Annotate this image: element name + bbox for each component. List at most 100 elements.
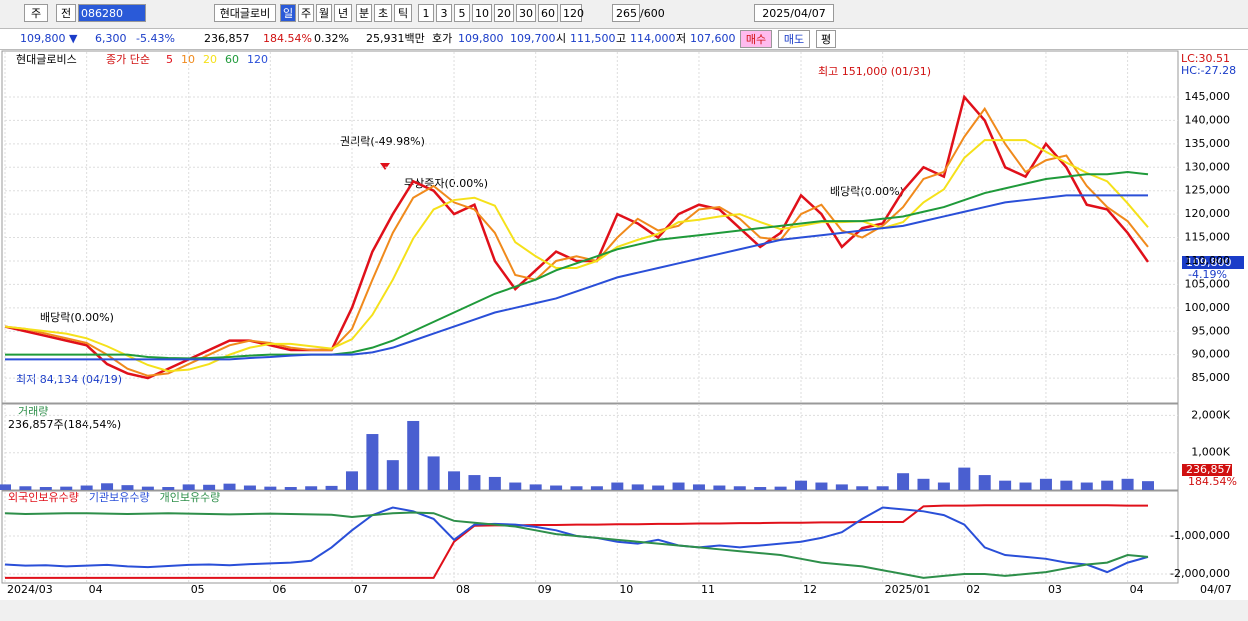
volume-bar — [448, 471, 461, 490]
date[interactable]: 2025/04/07 — [754, 4, 834, 22]
low-label: 저 — [676, 32, 687, 45]
tab[interactable]: 주 — [298, 4, 314, 22]
volume-bar — [1019, 482, 1032, 490]
y-tick-label: 1,000K — [1191, 446, 1230, 459]
annotation: 최저 84,134 (04/19) — [16, 373, 122, 386]
interval[interactable]: 20 — [494, 4, 514, 22]
tab[interactable]: 분 — [356, 4, 372, 22]
x-tick-label: 04 — [1130, 583, 1144, 596]
series-line — [4, 511, 1149, 579]
high-label: 고 — [616, 32, 627, 45]
bid: 109,700 — [510, 32, 556, 45]
volume-bar — [203, 484, 216, 490]
sell-button[interactable]: 매도 — [778, 30, 810, 48]
count[interactable]: 265 — [612, 4, 640, 22]
volume-bar — [999, 480, 1012, 490]
volume-bar — [1039, 478, 1052, 490]
scrollbar[interactable] — [0, 600, 1248, 621]
quote-bar: 109,800 ▼ 6,300 -5.43% 236,857 184.54% 0… — [0, 29, 1248, 50]
interval[interactable]: 60 — [538, 4, 558, 22]
volume-bar — [815, 482, 828, 490]
volume-bar — [692, 484, 705, 490]
price: 109,800 ▼ — [20, 32, 78, 45]
annotation: 배당락(0.00%) — [40, 311, 114, 324]
x-tick-label: 04 — [89, 583, 103, 596]
code-input[interactable]: 086280 — [78, 4, 146, 22]
x-tick-label: 02 — [966, 583, 980, 596]
legend-entry: 외국인보유수량 — [8, 491, 79, 504]
y-tick-label: 85,000 — [1192, 371, 1231, 384]
avg-button[interactable]: 평 — [816, 30, 836, 48]
volume-bar — [958, 467, 971, 490]
volume-bar — [774, 486, 787, 490]
open: 111,500 — [570, 32, 616, 45]
volume-bar — [366, 434, 379, 490]
arrow — [380, 163, 390, 170]
interval[interactable]: 5 — [454, 4, 470, 22]
ask-label: 호가 — [432, 32, 453, 45]
tab[interactable]: 년 — [334, 4, 352, 22]
y-tick-label: 90,000 — [1192, 348, 1231, 361]
annotation: 권리락(-49.98%) — [340, 135, 425, 148]
volume-bar — [1121, 478, 1134, 490]
volume-bar — [733, 486, 746, 490]
volume-bar — [672, 482, 685, 490]
y-tick-label: 125,000 — [1185, 184, 1231, 197]
x-tick-label: 2025/01 — [885, 583, 931, 596]
volume-bar — [305, 486, 318, 490]
lc: LC:30.51 — [1181, 52, 1230, 65]
y-tick-label: 145,000 — [1185, 90, 1231, 103]
volume-bar — [141, 486, 154, 490]
x-tick-label: 08 — [456, 583, 470, 596]
volume-bar — [325, 485, 338, 490]
tab[interactable]: 일 — [280, 4, 296, 22]
volume-bar — [570, 486, 583, 490]
interval[interactable]: 1 — [418, 4, 434, 22]
legend-entry: 기관보유수량 — [89, 491, 150, 504]
tab[interactable]: 월 — [316, 4, 332, 22]
panel-title: 현대글로비스 — [16, 53, 77, 66]
period[interactable]: 주 — [24, 4, 48, 22]
volume-bar — [0, 484, 11, 490]
volume-bar — [60, 486, 73, 490]
buy-button[interactable]: 매수 — [740, 30, 772, 48]
volume-bar — [121, 485, 134, 490]
series-line — [4, 94, 1150, 380]
series-line — [4, 506, 1149, 574]
x-tick-label: 03 — [1048, 583, 1062, 596]
price-tag-box — [1182, 256, 1244, 269]
volume-ratio: 184.54% — [263, 32, 312, 45]
volume-bar — [835, 484, 848, 490]
volume-bar — [529, 484, 542, 490]
volume-bar — [1060, 480, 1073, 490]
y-tick-label: 115,000 — [1185, 231, 1231, 244]
x-tick-label: 09 — [538, 583, 552, 596]
mode[interactable]: 전 — [56, 4, 76, 22]
x-tick-label: 05 — [191, 583, 205, 596]
series-line — [4, 106, 1149, 377]
stock-name[interactable]: 현대글로비 — [214, 4, 276, 22]
annotation: 배당락(0.00%) — [830, 185, 904, 198]
volume-bar — [39, 487, 52, 490]
interval[interactable]: 10 — [472, 4, 492, 22]
tab[interactable]: 초 — [374, 4, 392, 22]
legend-entry: 20 — [203, 53, 217, 66]
interval[interactable]: 3 — [436, 4, 452, 22]
interval[interactable]: 30 — [516, 4, 536, 22]
toolbar: 주 전 086280 현대글로비 일 주 월 년 분 초 틱 1 3 5 10 … — [0, 0, 1248, 29]
volume-bar — [427, 456, 440, 490]
volume-bar — [162, 487, 175, 490]
x-tick-label: 2024/03 — [7, 583, 53, 596]
amount: 25,931백만 — [366, 32, 425, 45]
volume-bar — [488, 476, 501, 490]
hc: HC:-27.28 — [1181, 64, 1236, 77]
volume-bar — [876, 486, 889, 490]
interval[interactable]: 120 — [560, 4, 584, 22]
legend-entry: 5 — [166, 53, 173, 66]
change: 6,300 — [95, 32, 127, 45]
legend-entry: 개인보유수량 — [160, 491, 221, 504]
tab[interactable]: 틱 — [394, 4, 412, 22]
volume-bar — [243, 485, 256, 490]
price-tag: 109,800 — [1186, 256, 1232, 269]
volume-bar — [386, 460, 399, 490]
